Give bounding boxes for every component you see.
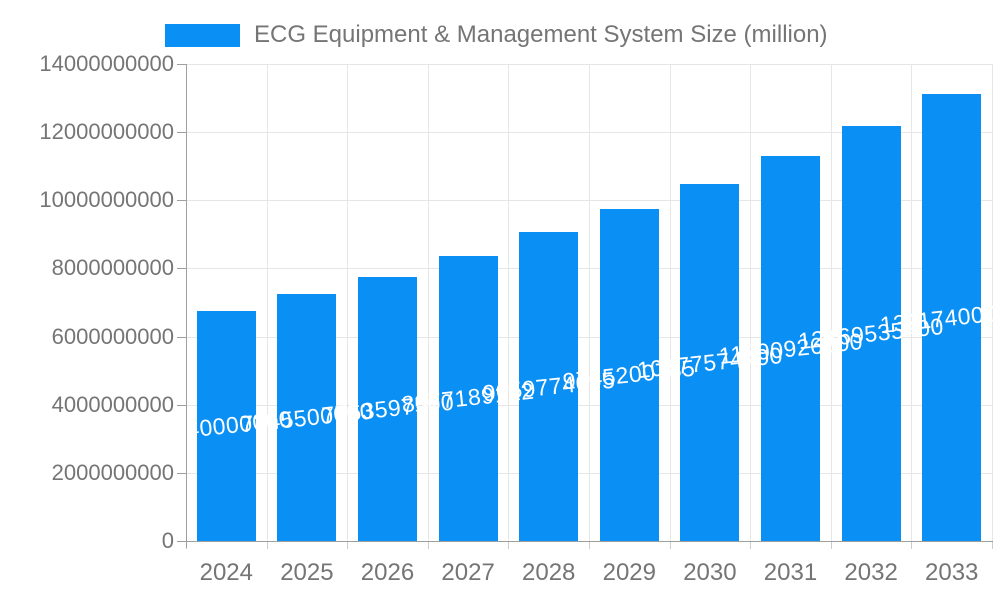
bar xyxy=(680,184,740,541)
x-tick-label: 2032 xyxy=(844,559,898,586)
v-gridline xyxy=(428,64,429,541)
x-tick-label: 2026 xyxy=(360,559,415,586)
x-tick-label: 2028 xyxy=(521,559,576,586)
x-tick-mark xyxy=(428,542,429,549)
v-gridline xyxy=(750,64,751,541)
v-gridline xyxy=(508,64,509,541)
v-gridline xyxy=(911,64,912,541)
y-axis-line xyxy=(186,64,187,548)
y-tick-mark xyxy=(177,64,186,65)
y-tick-label: 12000000000 xyxy=(39,119,174,144)
legend-swatch xyxy=(165,23,240,47)
x-tick-label: 2033 xyxy=(924,559,979,586)
bar xyxy=(761,156,820,541)
bar xyxy=(196,311,256,541)
x-tick-mark xyxy=(831,542,832,549)
y-tick-mark xyxy=(177,337,186,338)
y-tick-mark xyxy=(177,200,186,201)
x-tick-label: 2029 xyxy=(602,559,656,586)
bar xyxy=(841,126,901,541)
x-tick-mark xyxy=(911,542,912,549)
bar xyxy=(358,276,417,541)
v-gridline xyxy=(992,64,993,541)
x-tick-mark xyxy=(750,542,751,549)
bar xyxy=(519,232,579,541)
x-tick-mark xyxy=(589,542,590,549)
y-tick-label: 14000000000 xyxy=(39,51,174,76)
y-tick-mark xyxy=(177,473,186,474)
x-tick-label: 2027 xyxy=(441,559,495,586)
v-gridline xyxy=(831,64,832,541)
y-tick-mark xyxy=(177,132,186,133)
y-tick-mark xyxy=(177,268,186,269)
x-tick-label: 2025 xyxy=(280,559,334,586)
y-tick-label: 0 xyxy=(161,528,174,553)
bar xyxy=(922,94,982,541)
bar xyxy=(277,294,337,541)
y-tick-mark xyxy=(177,405,186,406)
x-tick-mark xyxy=(992,542,993,549)
x-tick-label: 2024 xyxy=(199,559,253,586)
x-tick-mark xyxy=(267,542,268,549)
v-gridline xyxy=(267,64,268,541)
v-gridline xyxy=(589,64,590,541)
y-tick-label: 10000000000 xyxy=(39,187,174,212)
y-tick-label: 8000000000 xyxy=(51,255,174,280)
legend-label: ECG Equipment & Management System Size (… xyxy=(254,21,828,48)
x-tick-mark xyxy=(347,542,348,549)
x-tick-mark xyxy=(670,542,671,549)
y-tick-label: 6000000000 xyxy=(51,324,174,349)
v-gridline xyxy=(347,64,348,541)
x-axis-line xyxy=(177,541,993,542)
y-tick-label: 2000000000 xyxy=(51,460,174,485)
bar xyxy=(438,255,498,541)
x-tick-label: 2030 xyxy=(683,559,737,586)
bar xyxy=(599,209,659,541)
v-gridline xyxy=(670,64,671,541)
y-tick-label: 4000000000 xyxy=(51,392,174,417)
x-tick-mark xyxy=(508,542,509,549)
x-tick-label: 2031 xyxy=(763,559,818,586)
legend: ECG Equipment & Management System Size (… xyxy=(165,21,828,48)
